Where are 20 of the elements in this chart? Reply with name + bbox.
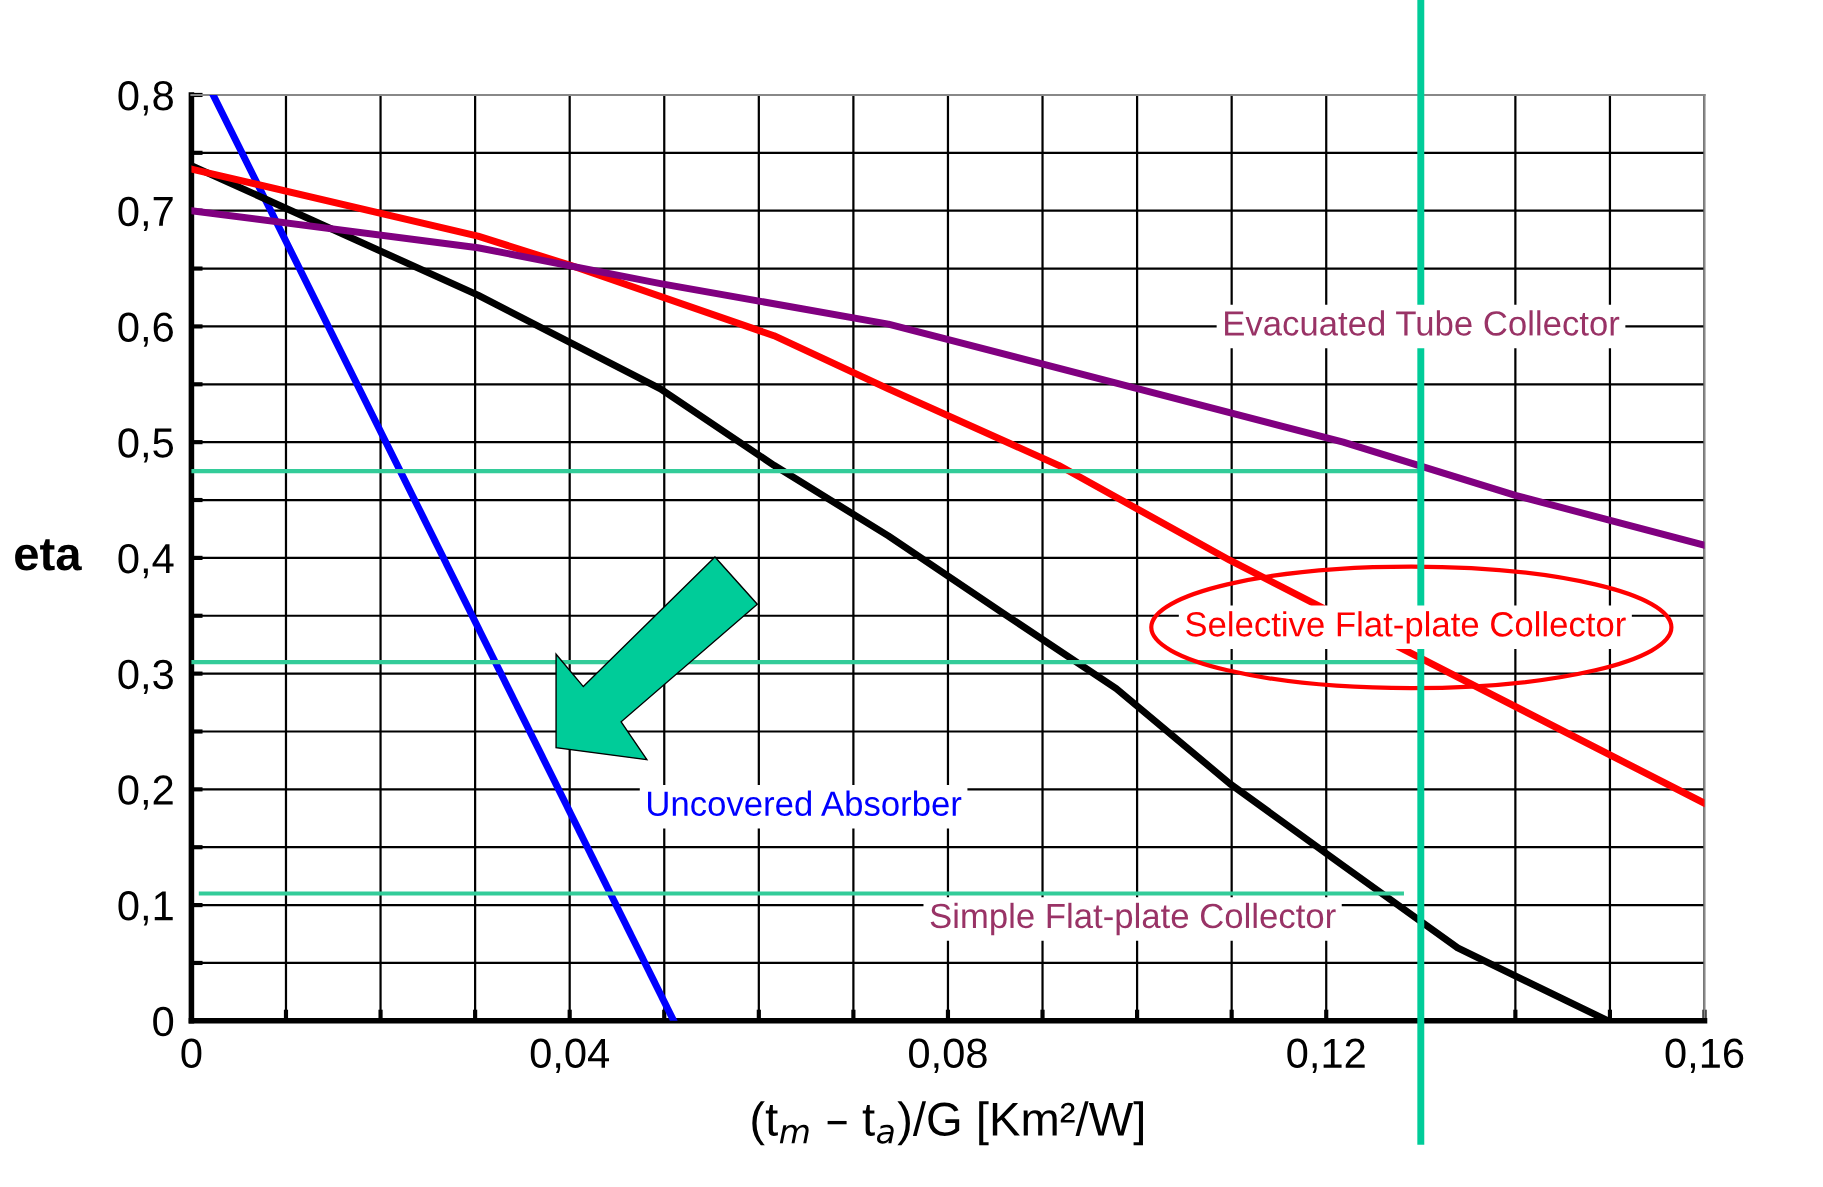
- x-tick-label: 0,12: [1287, 1038, 1365, 1074]
- y-tick-label: 0,5: [118, 428, 174, 463]
- series-label: Uncovered Absorber: [648, 790, 962, 817]
- y-tick-label: 0: [153, 1006, 174, 1037]
- y-tick-label: 0,1: [118, 891, 173, 926]
- y-tick-label: 0,8: [118, 80, 173, 116]
- y-tick-label: 0,6: [118, 312, 173, 347]
- y-tick-label: 0,2: [118, 775, 173, 810]
- y-tick-label: 0,3: [118, 659, 173, 695]
- x-tick-label: 0,16: [1665, 1038, 1744, 1074]
- x-tick-label: 0,04: [530, 1038, 610, 1074]
- series-label: Selective Flat-plate Collector: [1185, 611, 1626, 644]
- y-tick-label: 0,4: [118, 543, 174, 579]
- text: Evacuated Tube Collector: [1225, 310, 1620, 336]
- series-label: Simple Flat-plate Collector: [930, 902, 1336, 936]
- x-axis-title: (t$_{m}$ – t$_{a}$)/G [Km²/W]: [752, 1101, 1143, 1146]
- x-tick-label: 0: [181, 1038, 202, 1069]
- x-tick-label: 0,08: [909, 1038, 987, 1074]
- y-axis-title: eta: [15, 539, 82, 571]
- y-tick-label: 0,7: [118, 196, 173, 232]
